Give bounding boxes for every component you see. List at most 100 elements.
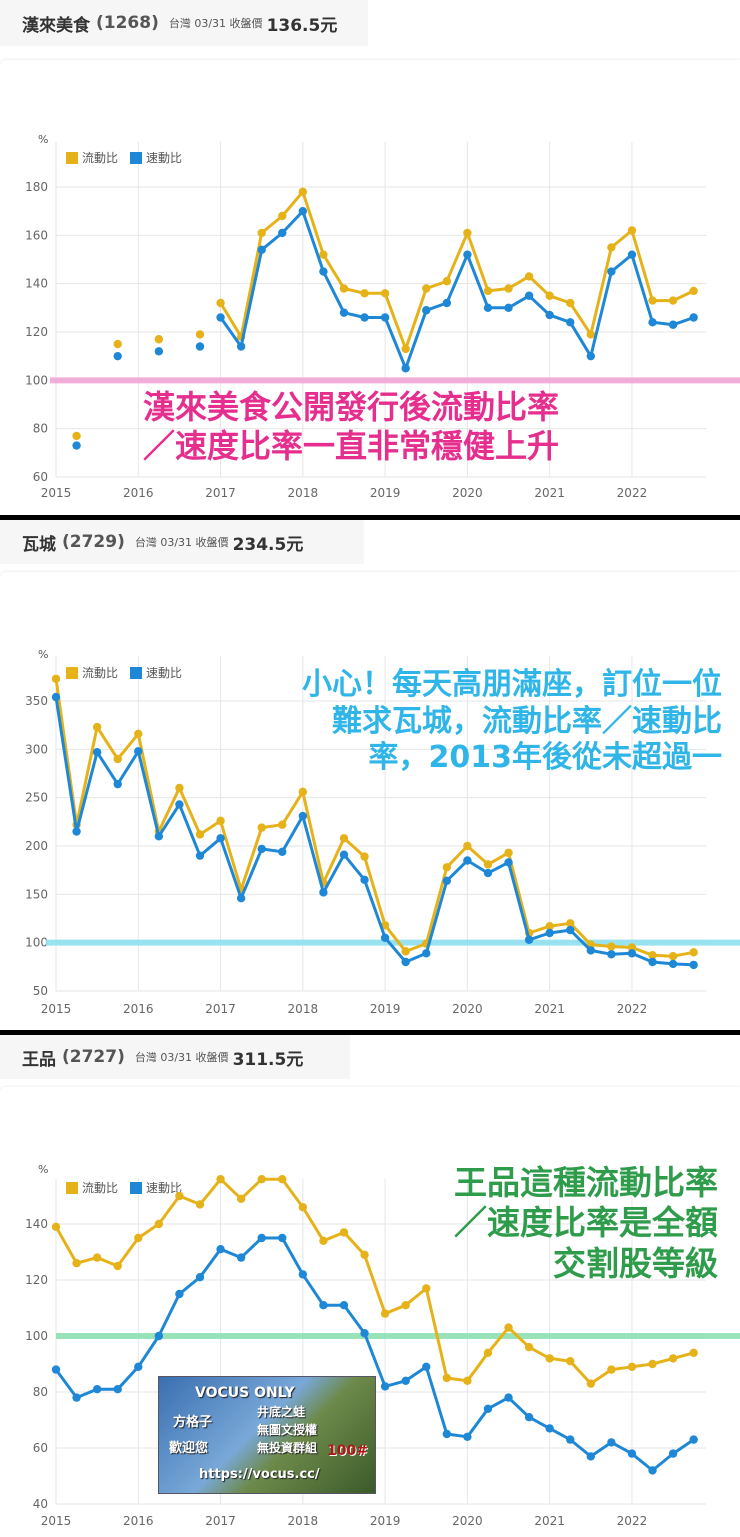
x-tick-label: 2021 — [534, 486, 565, 500]
data-point — [504, 1323, 513, 1332]
data-point — [524, 272, 534, 281]
data-point — [483, 868, 493, 878]
data-point — [668, 296, 678, 305]
data-point — [380, 933, 390, 943]
data-point — [566, 318, 575, 327]
legend-label: 速動比 — [146, 666, 182, 680]
y-tick-label: 140 — [25, 277, 48, 291]
data-point — [175, 800, 184, 809]
close-price-label: 台灣 03/31 收盤價 — [168, 17, 263, 30]
data-point — [668, 959, 678, 969]
data-point — [51, 674, 61, 683]
data-point — [668, 1354, 678, 1363]
data-point — [668, 1449, 678, 1458]
data-point — [51, 1365, 61, 1374]
data-point — [339, 284, 349, 293]
data-point — [278, 1175, 287, 1184]
data-point — [566, 919, 575, 928]
data-point — [442, 1373, 452, 1383]
data-point — [278, 820, 287, 829]
watermark-text: VOCUS ONLY — [195, 1385, 295, 1401]
data-point — [72, 441, 81, 450]
data-point — [483, 1348, 493, 1357]
data-point — [154, 347, 164, 356]
y-tick-label: 40 — [33, 1497, 48, 1511]
data-point — [401, 344, 410, 354]
x-tick-label: 2020 — [452, 1002, 483, 1016]
y-tick-label: 80 — [33, 1385, 48, 1399]
data-point — [298, 1270, 308, 1279]
data-point — [586, 946, 596, 955]
data-point — [175, 1289, 184, 1299]
data-point — [298, 787, 308, 797]
data-point — [360, 289, 369, 298]
data-point — [113, 1261, 122, 1271]
data-point — [92, 1253, 102, 1262]
data-point — [339, 834, 349, 843]
x-tick-label: 2020 — [452, 1514, 483, 1528]
stock-header: 王品 (2727) 台灣 03/31 收盤價 311.5元 — [0, 1035, 350, 1079]
data-point — [566, 925, 575, 935]
annotation-line: 漢來美食公開發行後流動比率 — [143, 388, 560, 426]
watermark-text: https://vocus.cc/ — [199, 1467, 320, 1482]
y-tick-label: 120 — [25, 325, 48, 339]
x-tick-label: 2015 — [41, 1002, 72, 1016]
data-point — [627, 1362, 637, 1371]
y-tick-label: 60 — [33, 470, 48, 484]
legend-label: 速動比 — [146, 1181, 182, 1195]
annotation-line: ／速度比率一直非常穩健上升 — [143, 427, 560, 466]
data-point — [422, 949, 431, 958]
y-tick-label: 200 — [25, 839, 48, 853]
data-point — [257, 823, 266, 832]
data-point — [113, 339, 122, 349]
data-point — [360, 852, 369, 861]
data-point — [319, 888, 328, 897]
data-point — [648, 951, 657, 960]
stock-header: 漢來美食 (1268) 台灣 03/31 收盤價 136.5元 — [0, 0, 368, 46]
data-point — [607, 950, 616, 959]
legend-swatch — [130, 152, 142, 164]
data-point — [607, 243, 616, 252]
chart-panel-3: 王品 (2727) 台灣 03/31 收盤價 311.5元 2015 2016 20… — [0, 1035, 740, 1537]
data-point — [545, 291, 554, 300]
data-point — [216, 816, 225, 826]
chart-panel-1: 漢來美食 (1268) 台灣 03/31 收盤價 136.5元 2015 2016… — [0, 0, 740, 515]
data-point — [298, 811, 308, 821]
stock-name: 漢來美食 — [22, 15, 90, 36]
data-point — [422, 284, 431, 293]
x-tick-label: 2017 — [205, 486, 236, 500]
series-line — [219, 209, 695, 370]
data-point — [586, 351, 596, 361]
data-point — [339, 850, 349, 859]
y-tick-label: 100 — [25, 373, 48, 387]
data-point — [51, 692, 61, 702]
legend-label: 流動比 — [82, 1181, 118, 1195]
data-point — [586, 1452, 596, 1461]
x-tick-label: 2019 — [370, 1514, 401, 1528]
watermark-text: 井底之蛙 — [257, 1405, 306, 1419]
data-point — [360, 1329, 369, 1338]
close-price-label: 台灣 03/31 收盤價 — [134, 536, 229, 549]
data-point — [72, 827, 81, 836]
data-point — [586, 1379, 596, 1388]
chart-card — [0, 60, 740, 515]
data-point — [216, 1245, 225, 1254]
data-point — [566, 1357, 575, 1366]
series-line — [54, 1236, 695, 1472]
annotation-line: 難求瓦城，流動比率／速動比 — [332, 703, 722, 739]
data-point — [648, 957, 657, 967]
data-point — [545, 1354, 554, 1363]
data-point — [689, 1348, 698, 1357]
data-point — [236, 1253, 246, 1262]
ratio-line-chart: 2015 2016 2017 2018 2019 2020 2021 2022 40 60 80 10… — [25, 1163, 740, 1528]
data-point — [278, 847, 287, 856]
data-point — [257, 228, 266, 238]
data-point — [278, 228, 287, 238]
data-point — [360, 875, 369, 885]
data-point — [668, 952, 678, 961]
data-point — [154, 832, 164, 841]
data-point — [380, 1382, 390, 1391]
data-point — [627, 226, 637, 235]
x-tick-label: 2018 — [288, 1002, 319, 1016]
close-price: 234.5元 — [232, 534, 304, 555]
